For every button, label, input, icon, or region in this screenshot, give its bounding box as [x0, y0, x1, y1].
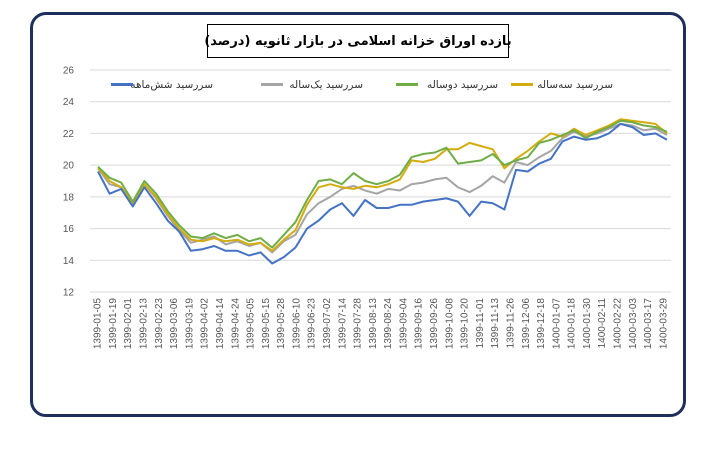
x-tick-label: 1399-02-23	[154, 298, 165, 350]
x-tick-label: 1399-01-19	[108, 298, 119, 350]
series-lines	[97, 118, 668, 265]
x-tick-label: 1400-02-11	[597, 298, 608, 349]
x-tick-label: 1400-01-18	[567, 298, 578, 350]
x-tick-label: 1400-03-17	[643, 298, 654, 350]
x-tick-label: 1399-05-15	[261, 298, 272, 350]
series-line	[97, 122, 668, 254]
y-tick-label: 20	[63, 161, 75, 172]
y-tick-label: 18	[63, 192, 75, 203]
x-tick-label: 1399-05-28	[276, 298, 287, 350]
x-tick-label: 1399-04-14	[215, 298, 226, 350]
legend-label: سررسید سه‌ساله	[537, 79, 613, 91]
x-tick-label: 1399-06-10	[291, 298, 302, 350]
y-tick-label: 24	[63, 97, 75, 108]
legend-label: سررسید یک‌ساله	[289, 79, 363, 91]
y-tick-label: 22	[63, 129, 75, 140]
x-tick-label: 1399-01-05	[93, 298, 104, 350]
x-tick-label: 1399-08-24	[383, 298, 394, 350]
x-tick-label: 1399-10-08	[444, 298, 455, 350]
x-tick-label: 1399-08-13	[368, 298, 379, 350]
x-tick-label: 1399-09-16	[414, 298, 425, 350]
x-tick-label: 1399-06-23	[307, 298, 318, 350]
y-tick-label: 16	[63, 224, 75, 235]
y-axis-ticks: 12 14 16 18 20 22 24 26	[63, 66, 75, 299]
x-tick-label: 1399-11-13	[490, 298, 501, 349]
x-tick-label: 1400-01-30	[582, 298, 593, 350]
x-tick-label: 1400-03-29	[658, 298, 669, 350]
x-tick-label: 1399-12-18	[536, 298, 547, 350]
x-tick-label: 1400-01-07	[551, 298, 562, 350]
x-tick-label: 1399-04-24	[230, 298, 241, 350]
y-tick-label: 26	[63, 66, 75, 77]
x-tick-label: 1399-11-26	[505, 298, 516, 349]
x-tick-label: 1399-09-04	[398, 298, 409, 350]
x-axis-ticks: 1399-01-05 1399-01-19 1399-02-01 1399-02-13…	[93, 298, 670, 350]
chart-title-box: بازده اوراق خزانه اسلامی در بازار ثانویه…	[204, 24, 512, 58]
y-tick-label: 12	[63, 288, 75, 299]
chart-frame	[30, 12, 686, 417]
x-tick-label: 1399-05-05	[246, 298, 257, 350]
x-tick-label: 1399-10-20	[460, 298, 471, 350]
gridlines	[90, 69, 671, 293]
x-tick-label: 1399-09-26	[429, 298, 440, 350]
x-tick-label: 1399-03-19	[184, 298, 195, 350]
x-tick-label: 1399-11-01	[475, 298, 486, 349]
y-tick-label: 14	[63, 256, 75, 267]
x-tick-label: 1399-02-01	[123, 298, 134, 350]
x-tick-label: 1400-02-22	[612, 298, 623, 350]
series-line	[97, 122, 668, 265]
x-tick-label: 1399-07-02	[322, 298, 333, 350]
x-tick-label: 1399-12-06	[521, 298, 532, 350]
legend-label: سررسید شش‌ماهه	[130, 79, 213, 91]
x-tick-label: 1399-02-13	[139, 298, 150, 350]
x-tick-label: 1399-07-28	[353, 298, 364, 350]
x-tick-label: 1399-04-02	[200, 298, 211, 350]
legend: سررسید شش‌ماهه سررسید یک‌ساله سررسید دوسال…	[111, 79, 613, 91]
legend-label: سررسید دوساله	[427, 79, 498, 91]
x-tick-label: 1400-03-03	[628, 298, 639, 350]
x-tick-label: 1399-03-06	[169, 298, 180, 350]
series-line	[97, 119, 668, 249]
chart-title: بازده اوراق خزانه اسلامی در بازار ثانویه…	[204, 33, 512, 49]
x-tick-label: 1399-07-14	[337, 298, 348, 350]
